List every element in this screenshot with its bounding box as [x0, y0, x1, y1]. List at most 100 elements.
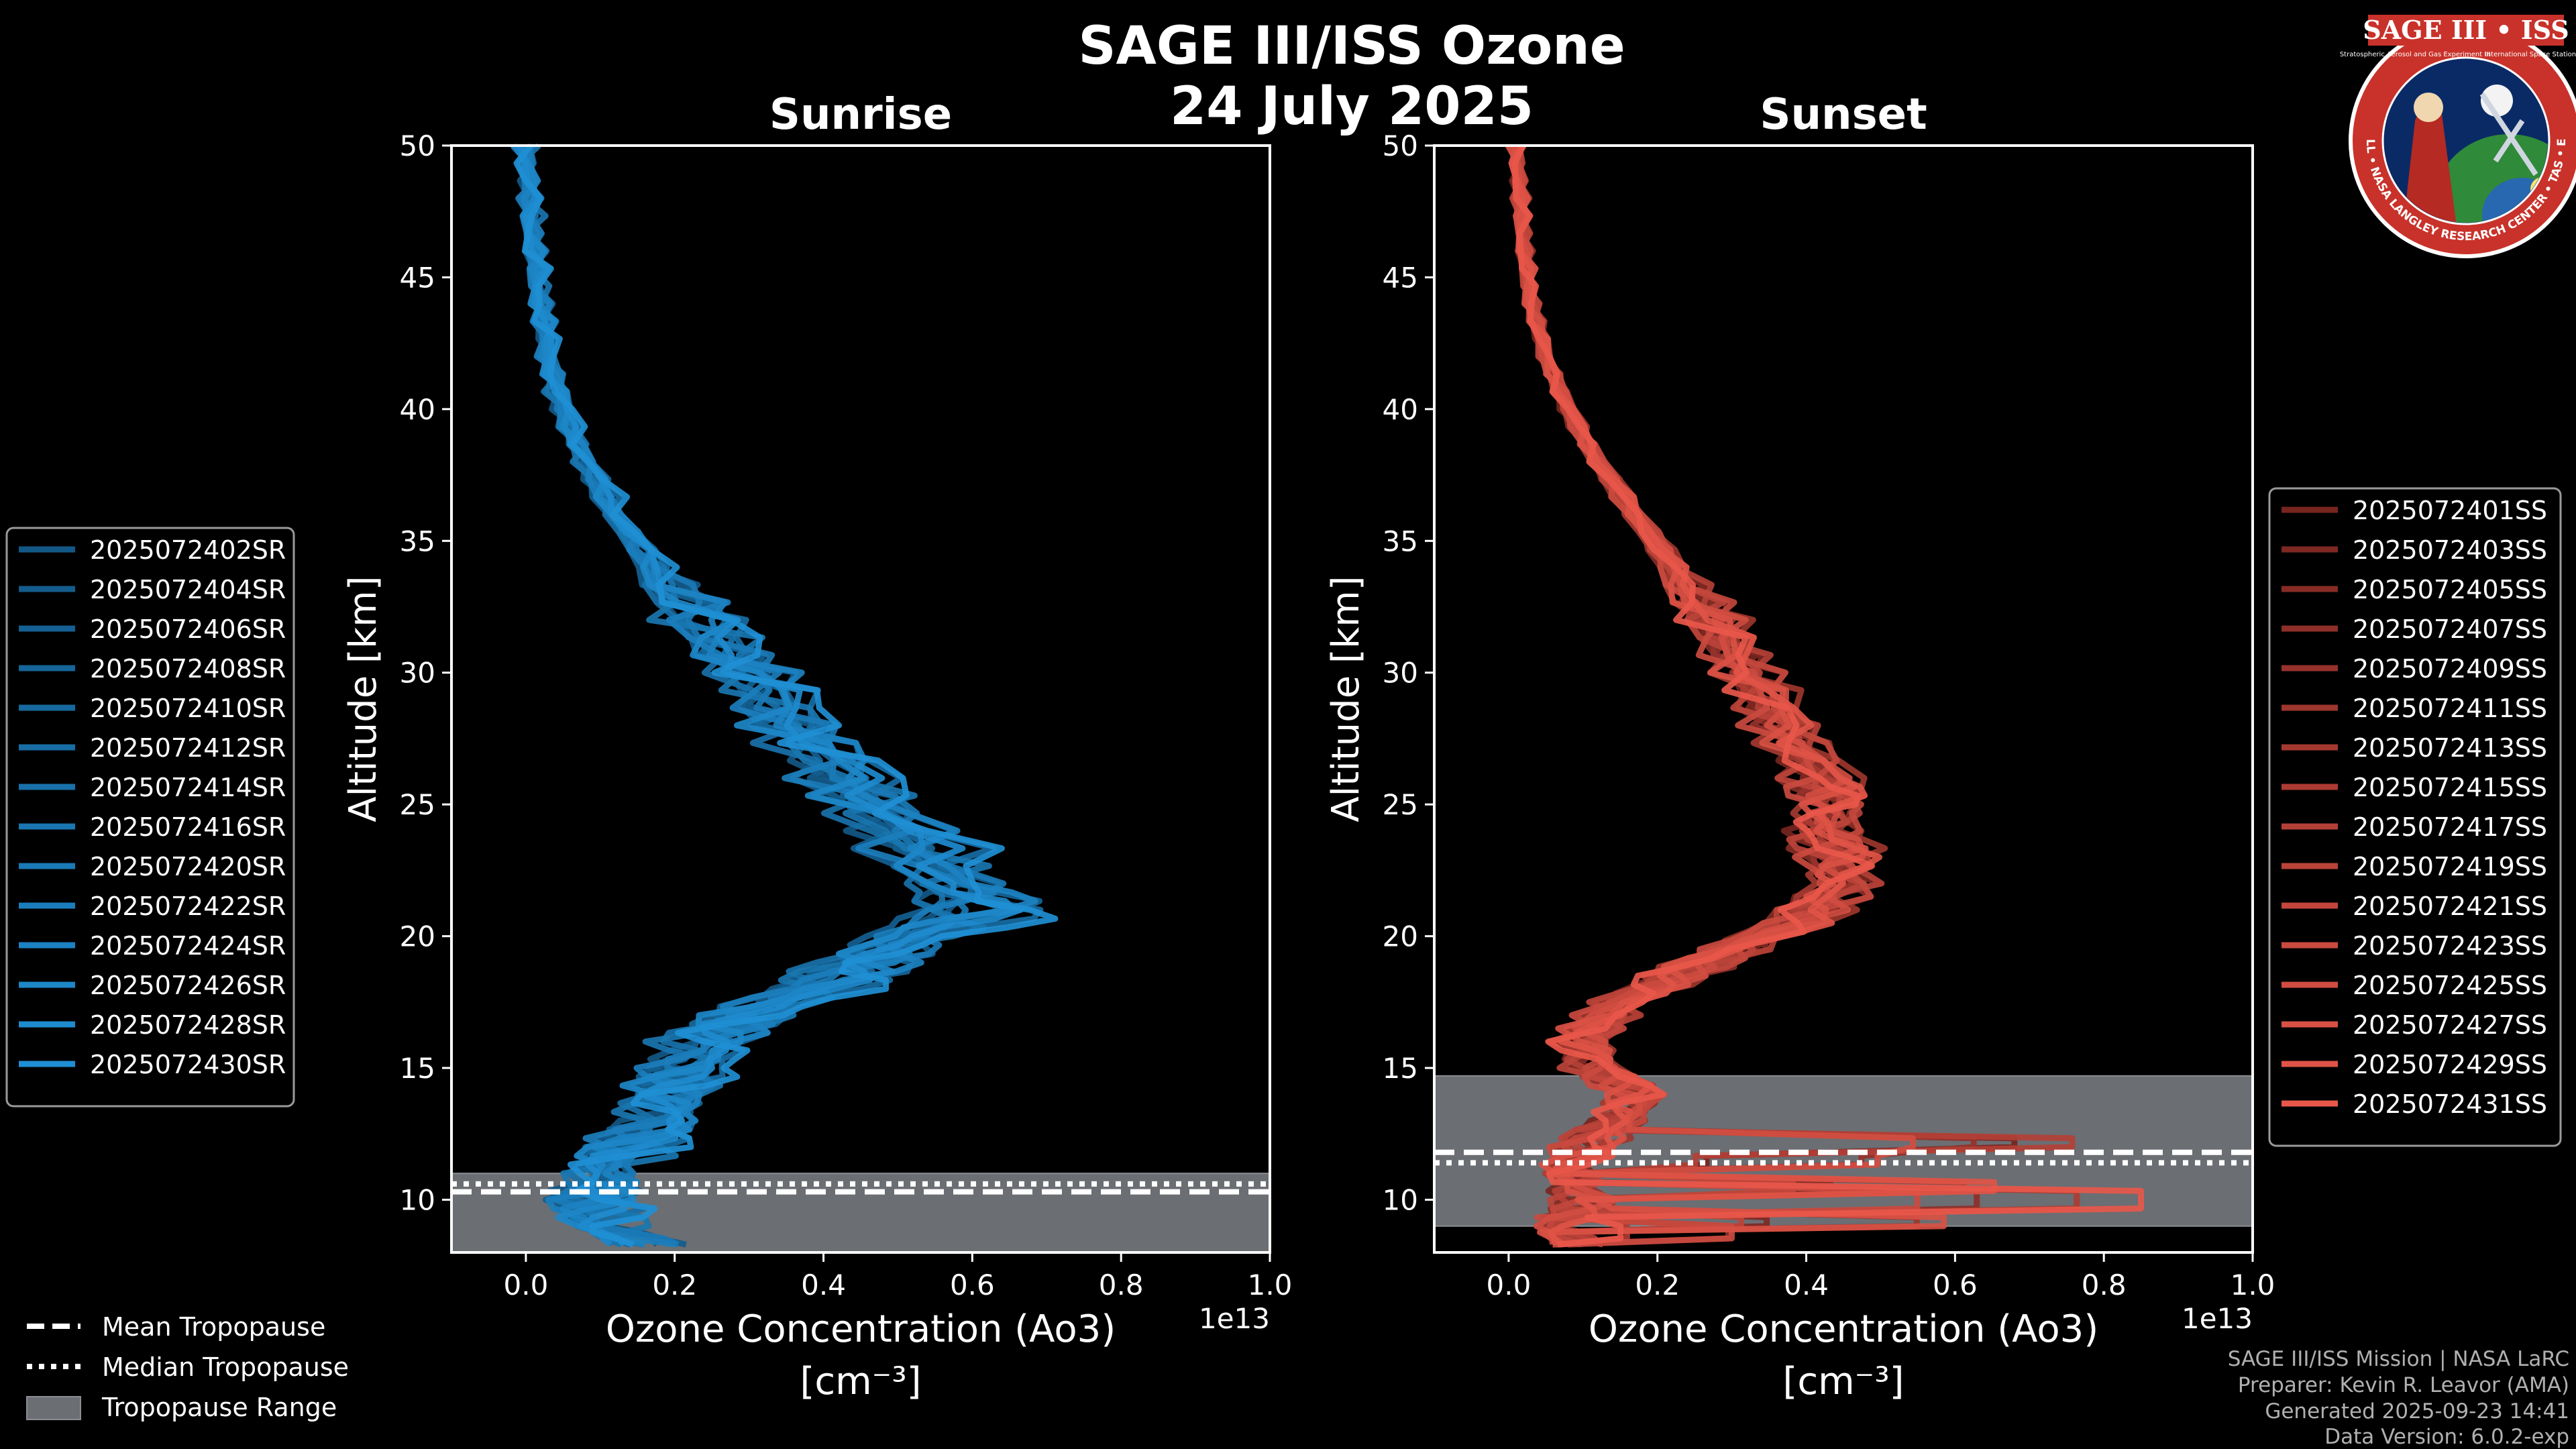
legend-label-2025072405SS: 2025072405SS — [2353, 575, 2547, 604]
legend-label-2025072424SR: 2025072424SR — [90, 931, 286, 961]
legend-label-2025072431SS: 2025072431SS — [2353, 1089, 2547, 1119]
sunrise-legend-frame — [5, 527, 295, 1108]
sunset-y-tick-label: 10 — [1383, 1183, 1418, 1216]
sunset-x-tick-label: 0.8 — [2082, 1269, 2127, 1301]
sunrise-y-tick-label: 50 — [400, 129, 435, 162]
sunset-panel: 0.0 0.2 0.4 0.6 0.8 1.0 10 15 20 25 30 35 40 45 50 Alt… — [1324, 129, 2275, 1403]
legend-label-2025072416SR: 2025072416SR — [90, 812, 286, 842]
sunrise-x-tick-label: 1.0 — [1248, 1269, 1293, 1301]
sunset-y-tick-label: 20 — [1383, 920, 1418, 953]
sunset-y-tick-label: 15 — [1383, 1052, 1418, 1085]
median-tropopause-label: Median Tropopause — [102, 1352, 349, 1382]
legend-label-2025072429SS: 2025072429SS — [2353, 1050, 2547, 1079]
legend-label-2025072425SS: 2025072425SS — [2353, 971, 2547, 1000]
sunrise-x-axis-unit: [cm⁻³] — [800, 1360, 921, 1403]
sunset-x-tick-label: 0.2 — [1635, 1269, 1680, 1301]
sunrise-panel: 0.0 0.2 0.4 0.6 0.8 1.0 10 15 20 25 30 35 40 45 50 Alt… — [341, 129, 1292, 1403]
legend-label-2025072414SR: 2025072414SR — [90, 773, 286, 802]
legend-label-2025072426SR: 2025072426SR — [90, 971, 286, 1000]
legend-label-2025072423SS: 2025072423SS — [2353, 931, 2547, 961]
footer-credits: SAGE III/ISS Mission | NASA LaRC Prepare… — [2228, 1347, 2569, 1449]
tropopause-range-swatch — [26, 1396, 81, 1420]
legend-label-2025072411SS: 2025072411SS — [2353, 694, 2547, 723]
sunrise-plot-area — [451, 146, 1270, 1252]
sunset-x-axis-unit: [cm⁻³] — [1782, 1360, 1904, 1403]
legend-label-2025072413SS: 2025072413SS — [2353, 733, 2547, 763]
sunrise-x-axis-label: Ozone Concentration (Ao3) — [606, 1307, 1116, 1351]
sunset-profiles — [1505, 144, 2144, 1248]
sunset-x-tick-label: 0.4 — [1784, 1269, 1829, 1301]
sunrise-y-tick-label: 20 — [400, 920, 435, 953]
sunrise-y-tick-label: 30 — [400, 657, 435, 690]
sunset-y-tick-label: 40 — [1383, 393, 1418, 426]
legend-label-2025072421SS: 2025072421SS — [2353, 892, 2547, 921]
sunset-x-tick-label: 0.0 — [1487, 1269, 1532, 1301]
legend-label-2025072406SR: 2025072406SR — [90, 614, 286, 644]
legend-label-2025072428SR: 2025072428SR — [90, 1010, 286, 1040]
sunrise-profiles — [511, 143, 1059, 1248]
sunrise-y-tick-label: 25 — [400, 788, 435, 821]
logo-title: SAGE III • ISS — [2363, 15, 2569, 45]
sunset-x-axis-label: Ozone Concentration (Ao3) — [1589, 1307, 2098, 1351]
logo-station-icon — [2479, 92, 2538, 176]
footer-generated: Generated 2025-09-23 14:41 — [2265, 1399, 2569, 1424]
sunrise-plot-frame — [450, 144, 1271, 1254]
legend-label-2025072410SR: 2025072410SR — [90, 694, 286, 723]
sunrise-y-tick-label: 40 — [400, 393, 435, 426]
sunrise-y-tick-label: 15 — [400, 1052, 435, 1085]
sunset-legend: 2025072401SS 2025072403SS 2025072405SS 2025… — [2268, 487, 2562, 1147]
sunset-x-tick-label: 1.0 — [2231, 1269, 2275, 1301]
figure-title-line2: 24 July 2025 — [1170, 76, 1534, 137]
sunset-y-tick-label: 30 — [1383, 657, 1418, 690]
footer-mission: SAGE III/ISS Mission | NASA LaRC — [2228, 1347, 2569, 1371]
footer-data-version: Data Version: 6.0.2-exp — [2324, 1425, 2569, 1449]
sunset-x-multiplier: 1e13 — [2182, 1302, 2253, 1335]
sunrise-y-tick-label: 10 — [400, 1183, 435, 1216]
profile-line-2025072431SS — [1511, 144, 2144, 1248]
sunrise-legend: 2025072402SR 2025072404SR 2025072406SR 2025… — [5, 527, 295, 1108]
sunset-y-tick-label: 35 — [1383, 525, 1418, 557]
tropopause-range-label: Tropopause Range — [101, 1393, 337, 1422]
sunset-panel-title: Sunset — [1760, 90, 1927, 140]
legend-label-2025072430SR: 2025072430SR — [90, 1050, 286, 1079]
legend-label-2025072408SR: 2025072408SR — [90, 654, 286, 684]
legend-label-2025072417SS: 2025072417SS — [2353, 812, 2547, 842]
sunrise-panel-title: Sunrise — [769, 90, 952, 140]
mean-tropopause-label: Mean Tropopause — [102, 1312, 325, 1342]
legend-label-2025072415SS: 2025072415SS — [2353, 773, 2547, 802]
legend-label-2025072407SS: 2025072407SS — [2353, 614, 2547, 644]
footer-preparer: Preparer: Kevin R. Leavor (AMA) — [2238, 1373, 2569, 1397]
sunrise-x-tick-label: 0.4 — [801, 1269, 846, 1301]
sunset-legend-frame — [2268, 487, 2562, 1147]
legend-label-2025072401SS: 2025072401SS — [2353, 496, 2547, 525]
sunrise-y-tick-label: 45 — [400, 261, 435, 294]
legend-label-2025072409SS: 2025072409SS — [2353, 654, 2547, 684]
legend-label-2025072420SR: 2025072420SR — [90, 852, 286, 881]
profile-line-2025072426SR — [511, 144, 1018, 1247]
legend-label-2025072404SR: 2025072404SR — [90, 575, 286, 604]
sunset-y-tick-label: 45 — [1383, 261, 1418, 294]
sunrise-x-multiplier: 1e13 — [1199, 1302, 1270, 1335]
sunrise-y-tick-label: 35 — [400, 525, 435, 557]
sunrise-x-tick-label: 0.8 — [1099, 1269, 1144, 1301]
sunset-y-tick-label: 50 — [1383, 129, 1418, 162]
legend-label-2025072412SR: 2025072412SR — [90, 733, 286, 763]
logo-subtitle-left: Stratospheric Aerosol and Gas Experiment… — [2340, 51, 2490, 58]
logo-subtitle-right: International Space Station — [2485, 51, 2576, 58]
profile-line-2025072429SS — [1508, 144, 1998, 1248]
tropopause-legend: Mean Tropopause Median Tropopause Tropop… — [26, 1312, 349, 1422]
sunset-y-tick-label: 25 — [1383, 788, 1418, 821]
legend-label-2025072427SS: 2025072427SS — [2353, 1010, 2547, 1040]
legend-label-2025072422SR: 2025072422SR — [90, 892, 286, 921]
legend-label-2025072403SS: 2025072403SS — [2353, 535, 2547, 565]
legend-label-2025072402SR: 2025072402SR — [90, 535, 286, 565]
sunrise-y-axis-label: Altitude [km] — [341, 576, 385, 822]
figure-title-line1: SAGE III/ISS Ozone — [1078, 16, 1625, 76]
sunset-y-axis-label: Altitude [km] — [1324, 576, 1368, 822]
legend-label-2025072419SS: 2025072419SS — [2353, 852, 2547, 881]
profile-line-2025072430SR — [513, 144, 1059, 1248]
sunrise-x-tick-label: 0.6 — [950, 1269, 995, 1301]
sunset-x-tick-label: 0.6 — [1933, 1269, 1978, 1301]
sunrise-x-tick-label: 0.0 — [504, 1269, 549, 1301]
